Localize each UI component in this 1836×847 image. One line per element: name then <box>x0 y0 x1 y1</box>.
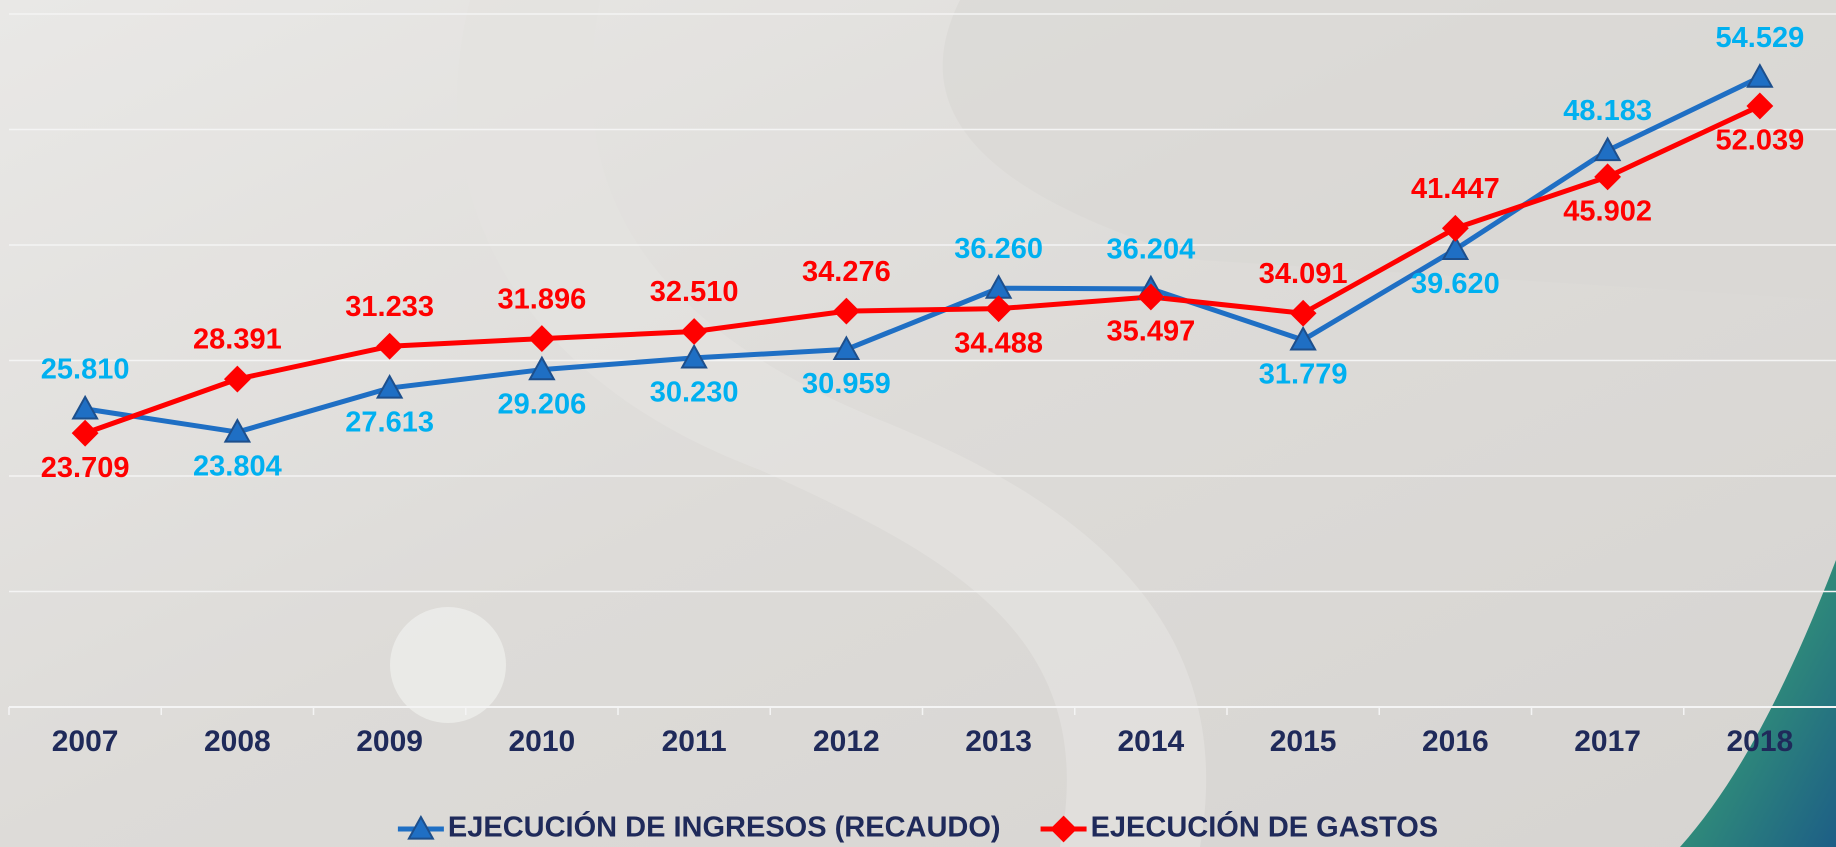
x-tick-label: 2018 <box>1727 725 1794 758</box>
data-label: 45.902 <box>1563 195 1652 227</box>
data-label: 34.276 <box>802 256 891 288</box>
background-circle <box>390 607 506 723</box>
data-label: 34.488 <box>954 327 1043 359</box>
x-tick-label: 2016 <box>1422 725 1489 758</box>
data-label: 32.510 <box>650 276 739 308</box>
legend-label: EJECUCIÓN DE INGRESOS (RECAUDO) <box>448 810 1001 844</box>
data-label: 41.447 <box>1411 173 1500 205</box>
x-tick-label: 2007 <box>52 725 119 758</box>
data-label: 34.091 <box>1259 258 1348 290</box>
data-label: 31.233 <box>345 291 434 323</box>
data-label: 36.260 <box>954 233 1043 265</box>
data-label: 54.529 <box>1716 22 1805 54</box>
data-label: 28.391 <box>193 324 282 356</box>
data-label: 29.206 <box>498 388 587 420</box>
data-label: 27.613 <box>345 407 434 439</box>
legend-label: EJECUCIÓN DE GASTOS <box>1091 810 1439 844</box>
data-label: 35.497 <box>1107 316 1196 348</box>
x-tick-label: 2017 <box>1574 725 1641 758</box>
x-tick-label: 2012 <box>813 725 880 758</box>
x-tick-label: 2008 <box>204 725 271 758</box>
data-label: 30.230 <box>650 376 739 408</box>
data-label: 30.959 <box>802 368 891 400</box>
x-tick-label: 2014 <box>1118 725 1185 758</box>
chart: 2007 2008 2009 2010 2011 2012 2013 2014 2015 2016… <box>0 0 1836 847</box>
x-tick-label: 2015 <box>1270 725 1337 758</box>
x-tick-label: 2009 <box>356 725 423 758</box>
x-tick-label: 2010 <box>509 725 576 758</box>
x-tick-label: 2011 <box>662 725 727 758</box>
legend: EJECUCIÓN DE INGRESOS (RECAUDO) EJECUCIÓN… <box>398 810 1438 844</box>
data-label: 25.810 <box>41 354 130 386</box>
data-label: 52.039 <box>1716 125 1805 157</box>
data-label: 31.896 <box>498 283 587 315</box>
data-label: 31.779 <box>1259 359 1348 391</box>
data-label: 36.204 <box>1107 234 1196 266</box>
data-label: 39.620 <box>1411 268 1500 300</box>
data-label: 48.183 <box>1563 95 1652 127</box>
data-label: 23.709 <box>41 452 130 484</box>
x-tick-label: 2013 <box>965 725 1032 758</box>
data-label: 23.804 <box>193 451 282 483</box>
